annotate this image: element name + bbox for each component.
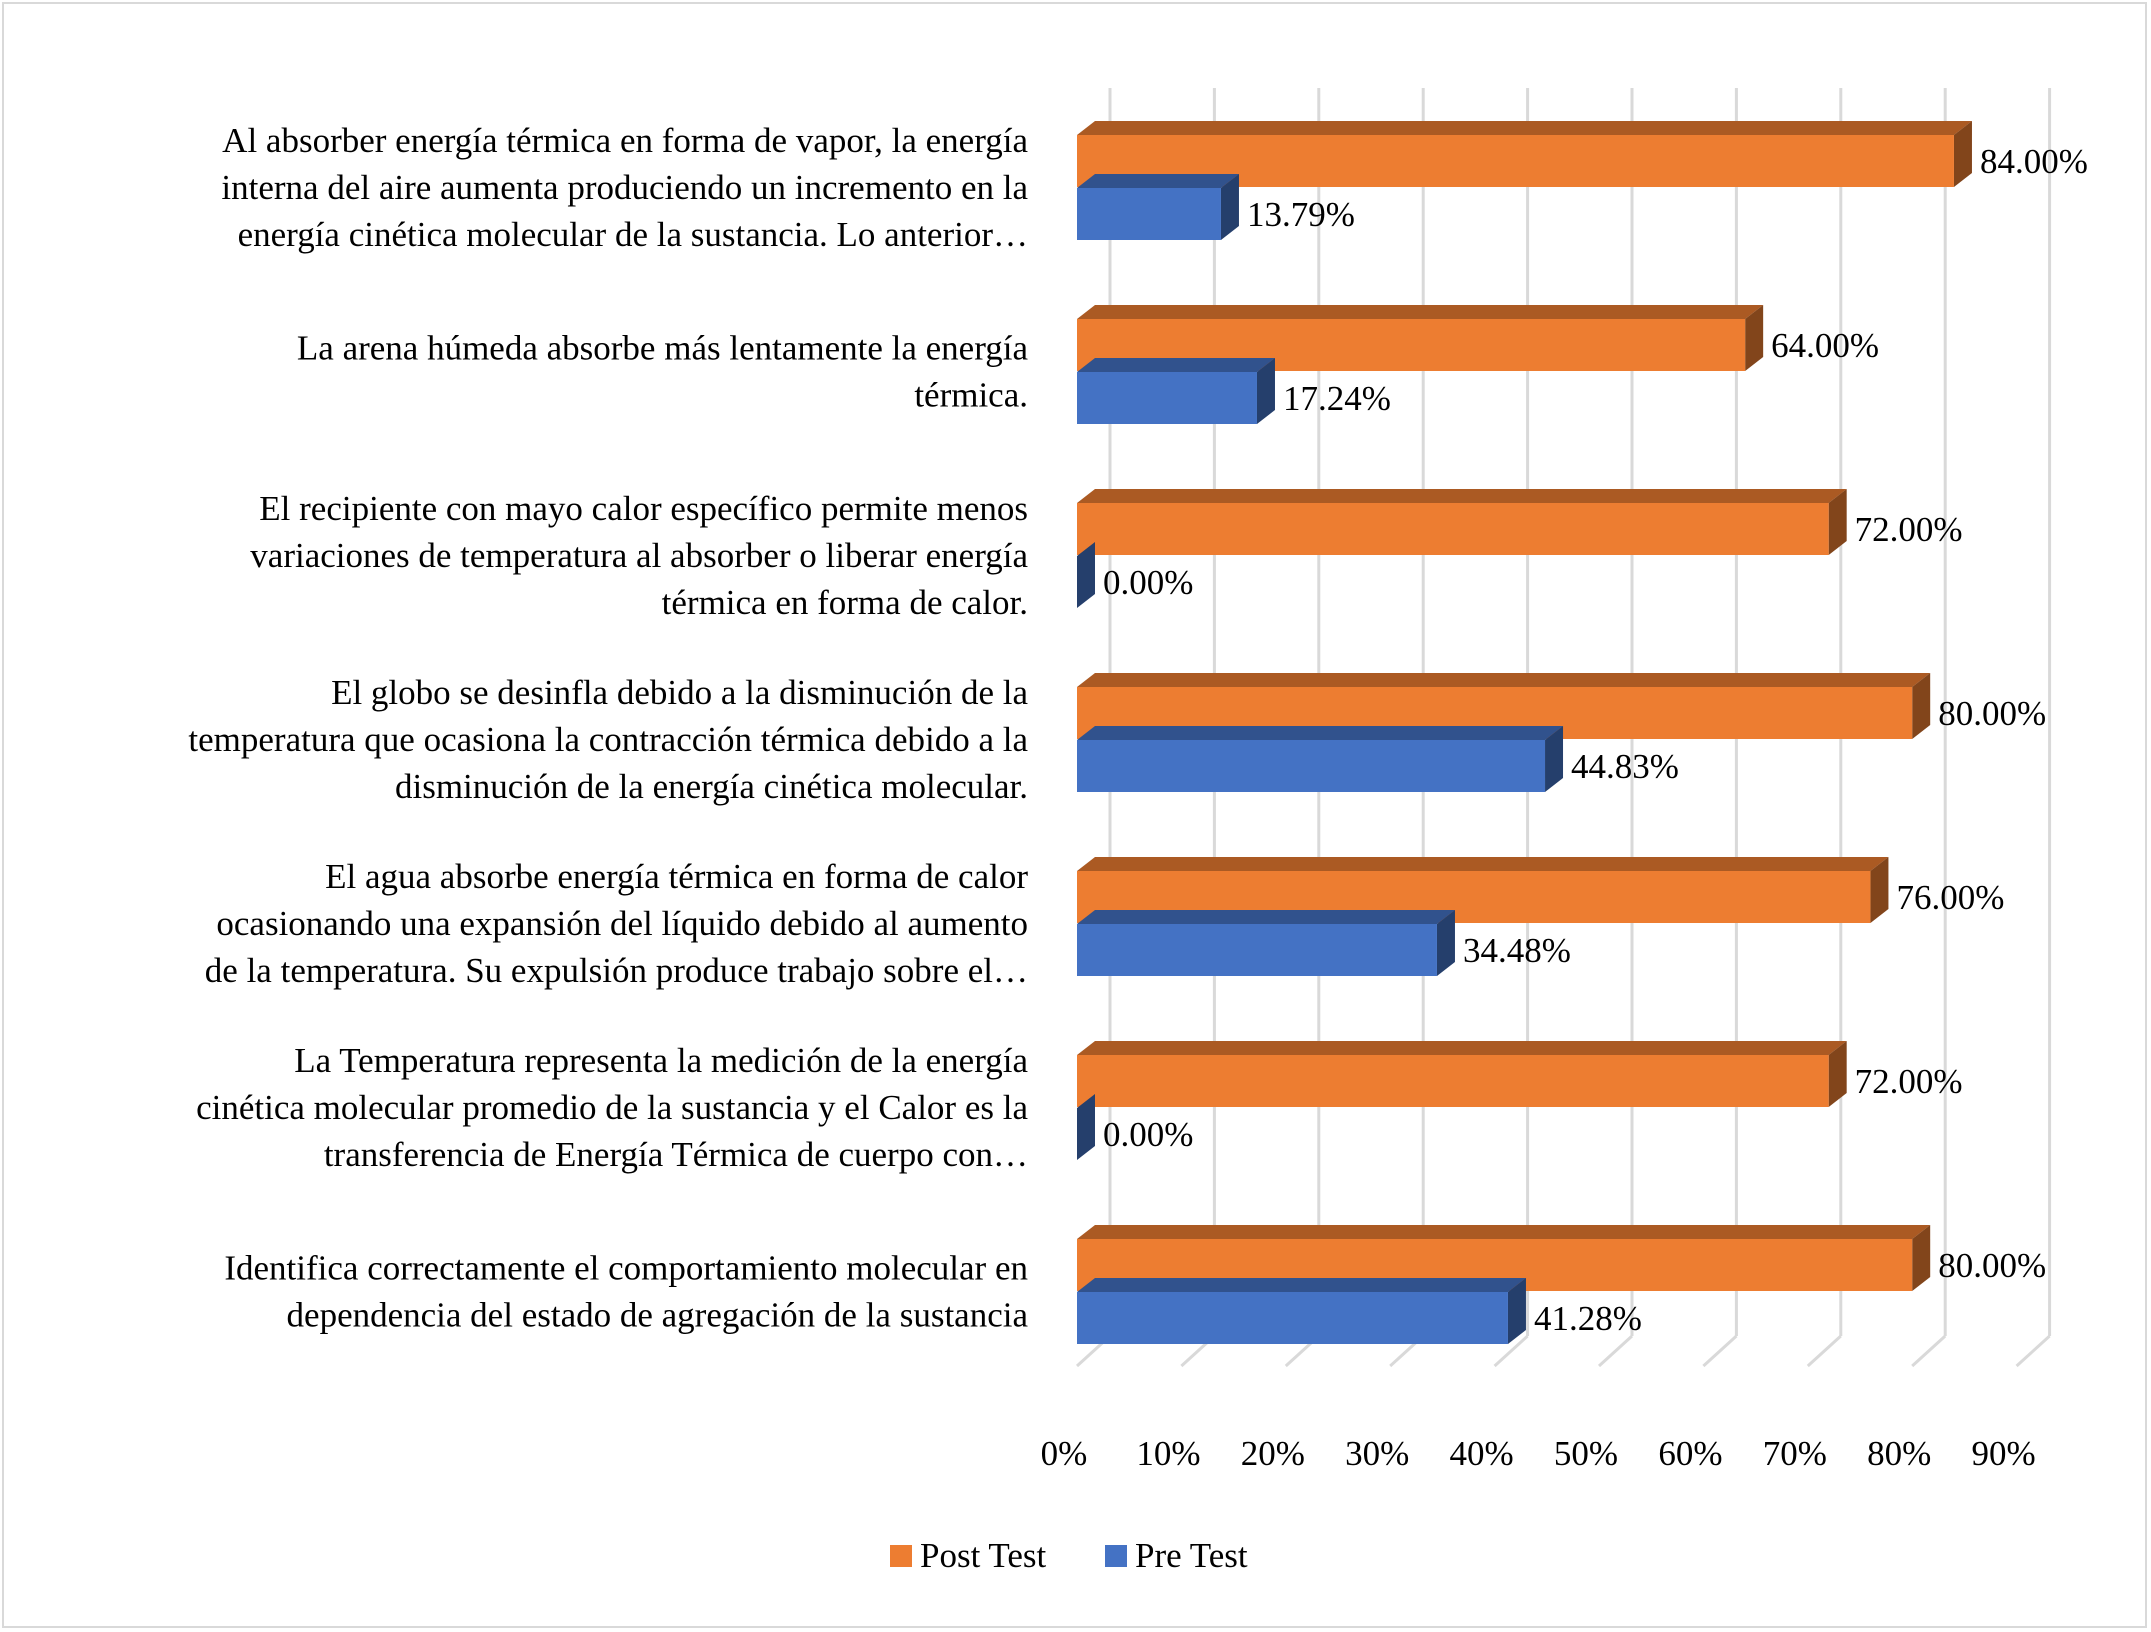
category-label-line: El agua absorbe energía térmica en forma… (325, 857, 1028, 896)
data-label: 72.00% (1855, 1062, 1963, 1101)
bar-side-face (1436, 910, 1455, 976)
labels: 0% 10% 20% 30% 40% 50% 60% 70% 80% 90% 84.00% 13.79… (188, 121, 2087, 1473)
data-label: 44.83% (1571, 747, 1679, 786)
bar (1077, 372, 1257, 424)
gridline-floor (1911, 1334, 1947, 1368)
bar-side-face (1220, 174, 1239, 240)
category-label-line: transferencia de Energía Térmica de cuer… (324, 1135, 1028, 1174)
bar-side-face (1912, 1225, 1931, 1291)
data-label: 76.00% (1896, 878, 2004, 917)
category-label: Al absorber energía térmica en forma de … (221, 121, 1028, 254)
category-label-line: El recipiente con mayo calor específico … (259, 489, 1028, 528)
data-label: 17.24% (1283, 379, 1391, 418)
bars (1077, 121, 1972, 1344)
bar-side-face (1507, 1278, 1526, 1344)
category-label: Identifica correctamente el comportamien… (224, 1249, 1028, 1335)
data-label: 0.00% (1103, 563, 1193, 602)
category-label: El recipiente con mayo calor específico … (250, 489, 1028, 622)
category-label-line: disminución de la energía cinética molec… (395, 767, 1028, 806)
category-label-line: interna del aire aumenta produciendo un … (221, 168, 1028, 207)
legend-label: Pre Test (1135, 1536, 1248, 1575)
x-tick-label: 30% (1345, 1434, 1409, 1473)
category-label-line: temperatura que ocasiona la contracción … (188, 720, 1028, 759)
bar-side-face (1077, 1094, 1095, 1160)
bar-top-face (1077, 673, 1931, 687)
gridline-floor (1806, 1334, 1842, 1368)
legend-swatch (1105, 1545, 1127, 1567)
bar-side-face (1953, 121, 1972, 187)
bar (1077, 503, 1829, 555)
data-label: 80.00% (1938, 694, 2046, 733)
x-tick-label: 0% (1041, 1434, 1088, 1473)
bar-top-face (1077, 726, 1564, 740)
x-tick-label: 70% (1763, 1434, 1827, 1473)
data-label: 41.28% (1534, 1299, 1642, 1338)
bar-side-face (1077, 542, 1095, 608)
bar-side-face (1828, 489, 1847, 555)
gridline-floor (1493, 1334, 1529, 1368)
category-label-line: de la temperatura. Su expulsión produce … (205, 951, 1028, 990)
bar (1077, 188, 1221, 240)
bar-top-face (1077, 1225, 1931, 1239)
x-tick-label: 10% (1136, 1434, 1200, 1473)
bar-top-face (1077, 910, 1455, 924)
bar-side-face (1828, 1041, 1847, 1107)
category-label: La Temperatura representa la medición de… (196, 1041, 1028, 1174)
x-tick-label: 50% (1554, 1434, 1618, 1473)
data-label: 0.00% (1103, 1115, 1193, 1154)
bar (1077, 1292, 1508, 1344)
data-label: 64.00% (1771, 326, 1879, 365)
data-label: 13.79% (1247, 195, 1355, 234)
bar-side-face (1256, 358, 1275, 424)
x-tick-label: 80% (1867, 1434, 1931, 1473)
category-label-line: La Temperatura representa la medición de… (294, 1041, 1028, 1080)
bar-side-face (1545, 726, 1564, 792)
x-tick-label: 60% (1658, 1434, 1722, 1473)
bar-top-face (1077, 358, 1275, 372)
data-label: 84.00% (1980, 142, 2088, 181)
bar-top-face (1077, 174, 1239, 188)
x-tick-label: 40% (1450, 1434, 1514, 1473)
data-label: 80.00% (1938, 1246, 2046, 1285)
x-tick-label: 20% (1241, 1434, 1305, 1473)
category-label-line: El globo se desinfla debido a la disminu… (331, 673, 1028, 712)
data-label: 72.00% (1855, 510, 1963, 549)
bar-top-face (1077, 305, 1764, 319)
category-label: El agua absorbe energía térmica en forma… (205, 857, 1029, 990)
category-label-line: ocasionando una expansión del líquido de… (216, 904, 1028, 943)
data-label: 34.48% (1463, 931, 1571, 970)
bar (1077, 924, 1437, 976)
category-label-line: energía cinética molecular de la sustanc… (238, 215, 1028, 254)
category-label-line: térmica. (914, 376, 1028, 415)
category-label-line: Al absorber energía térmica en forma de … (222, 121, 1028, 160)
category-label-line: térmica en forma de calor. (662, 583, 1028, 622)
legend-label: Post Test (920, 1536, 1047, 1575)
bar (1077, 740, 1546, 792)
category-label-line: cinética molecular promedio de la sustan… (196, 1088, 1028, 1127)
category-label: La arena húmeda absorbe más lentamente l… (297, 329, 1029, 415)
bar-side-face (1912, 673, 1931, 739)
bar-top-face (1077, 1278, 1526, 1292)
category-label: El globo se desinfla debido a la disminu… (188, 673, 1028, 806)
gridline-floor (1702, 1334, 1738, 1368)
x-tick-label: 90% (1972, 1434, 2036, 1473)
bar (1077, 1055, 1829, 1107)
bar-top-face (1077, 1041, 1847, 1055)
gridline-floor (1597, 1334, 1634, 1368)
category-label-line: Identifica correctamente el comportamien… (224, 1249, 1028, 1288)
bar-top-face (1077, 121, 1972, 135)
legend-swatch (890, 1545, 912, 1567)
category-label-line: La arena húmeda absorbe más lentamente l… (297, 329, 1029, 368)
gridline-floor (2015, 1334, 2051, 1368)
bar-side-face (1745, 305, 1764, 371)
category-label-line: dependencia del estado de agregación de … (287, 1296, 1029, 1335)
legend: Post Test Pre Test (890, 1536, 1248, 1575)
bar-top-face (1077, 857, 1889, 871)
category-label-line: variaciones de temperatura al absorber o… (250, 536, 1028, 575)
bar-side-face (1870, 857, 1889, 923)
bar-top-face (1077, 489, 1847, 503)
